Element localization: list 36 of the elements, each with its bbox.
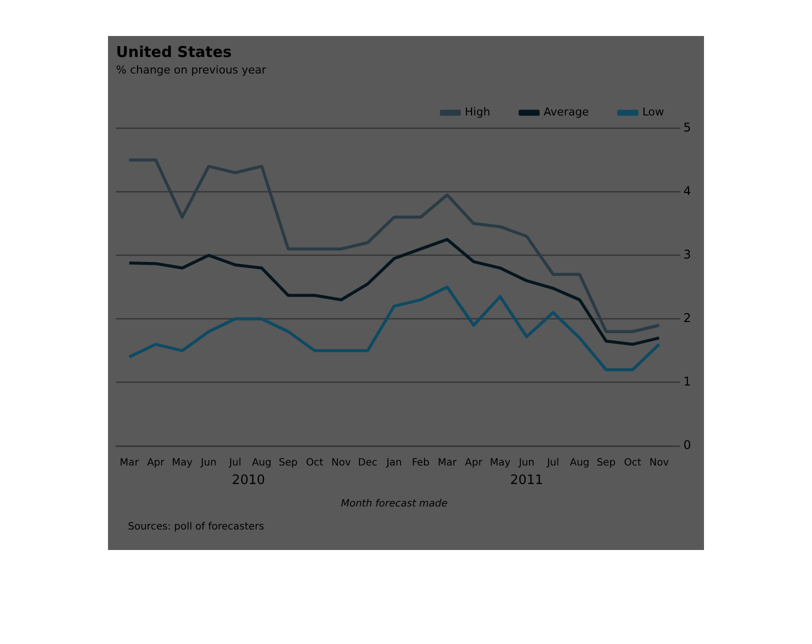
x-tick-label: Nov bbox=[649, 458, 669, 469]
text: 2010 bbox=[232, 472, 266, 488]
legend-label: High bbox=[464, 106, 490, 119]
x-tick-label: Apr bbox=[465, 458, 484, 469]
x-tick-label: Apr bbox=[147, 458, 166, 469]
x-tick-label: Sep bbox=[278, 458, 298, 469]
x-tick-label: Jun bbox=[518, 458, 534, 469]
y-tick-label: 2 bbox=[683, 311, 692, 326]
y-tick-label: 3 bbox=[683, 247, 692, 262]
x-tick-label: Feb bbox=[412, 458, 430, 469]
x-tick-label: Oct bbox=[624, 458, 642, 469]
x-tick-label: Aug bbox=[570, 458, 590, 469]
y-tick-label: 1 bbox=[683, 374, 692, 389]
x-tick-label: May bbox=[490, 458, 511, 469]
chart-title: United States bbox=[116, 42, 232, 61]
y-tick-label: 5 bbox=[683, 120, 692, 134]
legend-label: Low bbox=[642, 106, 664, 119]
y-tick-label: 4 bbox=[683, 184, 692, 198]
x-tick-label: Jan bbox=[385, 458, 402, 469]
x-tick-label: Jul bbox=[228, 458, 242, 469]
x-tick-label: Sep bbox=[596, 458, 616, 469]
chart-subtitle: % change on previous year bbox=[116, 63, 267, 76]
y-tick-label: 0 bbox=[683, 438, 692, 452]
x-tick-label: Dec bbox=[358, 458, 378, 469]
x-tick-label: Aug bbox=[252, 458, 272, 469]
x-tick-label: Jun bbox=[200, 458, 217, 469]
text: 2011 bbox=[510, 472, 544, 488]
source-note: Sources: poll of forecasters bbox=[128, 522, 264, 533]
x-tick-label: Nov bbox=[331, 458, 352, 469]
x-tick-label: Oct bbox=[306, 458, 324, 469]
x-tick-label: May bbox=[172, 458, 193, 469]
x-tick-label: Jul bbox=[546, 458, 560, 469]
x-axis-title: Month forecast made bbox=[340, 498, 448, 510]
x-tick-label: Mar bbox=[438, 458, 458, 469]
x-tick-label: Mar bbox=[120, 458, 140, 469]
legend-label: Average bbox=[544, 106, 590, 119]
